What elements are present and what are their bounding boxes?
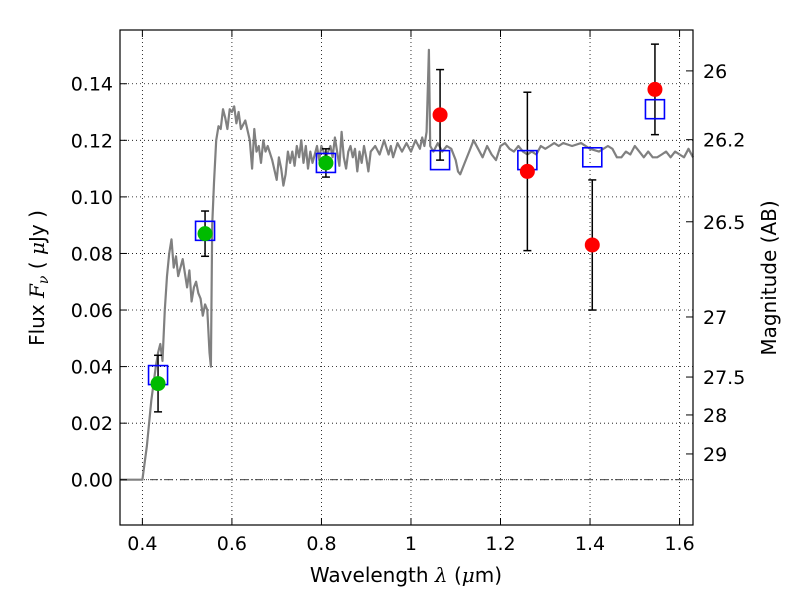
grid [120,30,693,525]
y-tick-label: 0.08 [71,243,113,265]
green-data-point [197,226,213,242]
y2-tick-label: 29 [703,444,727,466]
x-tick-label: 1.4 [575,533,605,555]
model-photometry-square [644,98,666,120]
x-tick-label: 0.6 [217,533,247,555]
y-tick-label: 0.00 [71,470,113,492]
green-data-point [318,155,334,171]
green-data-point [150,376,166,392]
x-axis-label: Wavelength λ (μm) [310,563,502,587]
red-data-point [647,81,663,97]
y-tick-label: 0.12 [71,130,113,152]
plot-frame [119,29,694,526]
data-point-group [150,81,663,392]
y2-tick-label: 27 [703,307,727,329]
y-tick-label: 0.06 [71,300,113,322]
model-photometry-square [315,152,337,174]
model-spectrum-line [120,48,694,481]
y2-tick-label: 26.2 [703,130,745,152]
y2-axis-label: Magnitude (AB) [757,200,781,355]
y-tick-label: 0.02 [71,413,113,435]
tick-group: 0.4 0.6 0.8 1 1.2 1.4 1.6 0.00 0.02 0.04 0.06 0.08 0… [71,30,745,555]
y2-tick-label: 28 [703,405,727,427]
red-data-point [584,237,600,253]
x-tick-label: 0.4 [127,533,157,555]
y2-tick-label: 27.5 [703,367,745,389]
model-photometry-square [581,146,603,168]
spectrum-group [120,48,694,481]
x-tick-label: 0.8 [306,533,336,555]
red-data-point [432,107,448,123]
y-axis-label: Flux Fν ( μJy ) [25,210,52,346]
y2-tick-label: 26.5 [703,212,745,234]
red-data-point [519,163,535,179]
x-tick-label: 1 [405,533,417,555]
x-tick-label: 1.6 [664,533,694,555]
y-tick-label: 0.14 [71,74,113,96]
x-tick-label: 1.2 [485,533,515,555]
y-tick-label: 0.10 [71,187,113,209]
model-photometry-square [429,149,451,171]
y2-tick-label: 26 [703,61,727,83]
y-tick-label: 0.04 [71,357,113,379]
